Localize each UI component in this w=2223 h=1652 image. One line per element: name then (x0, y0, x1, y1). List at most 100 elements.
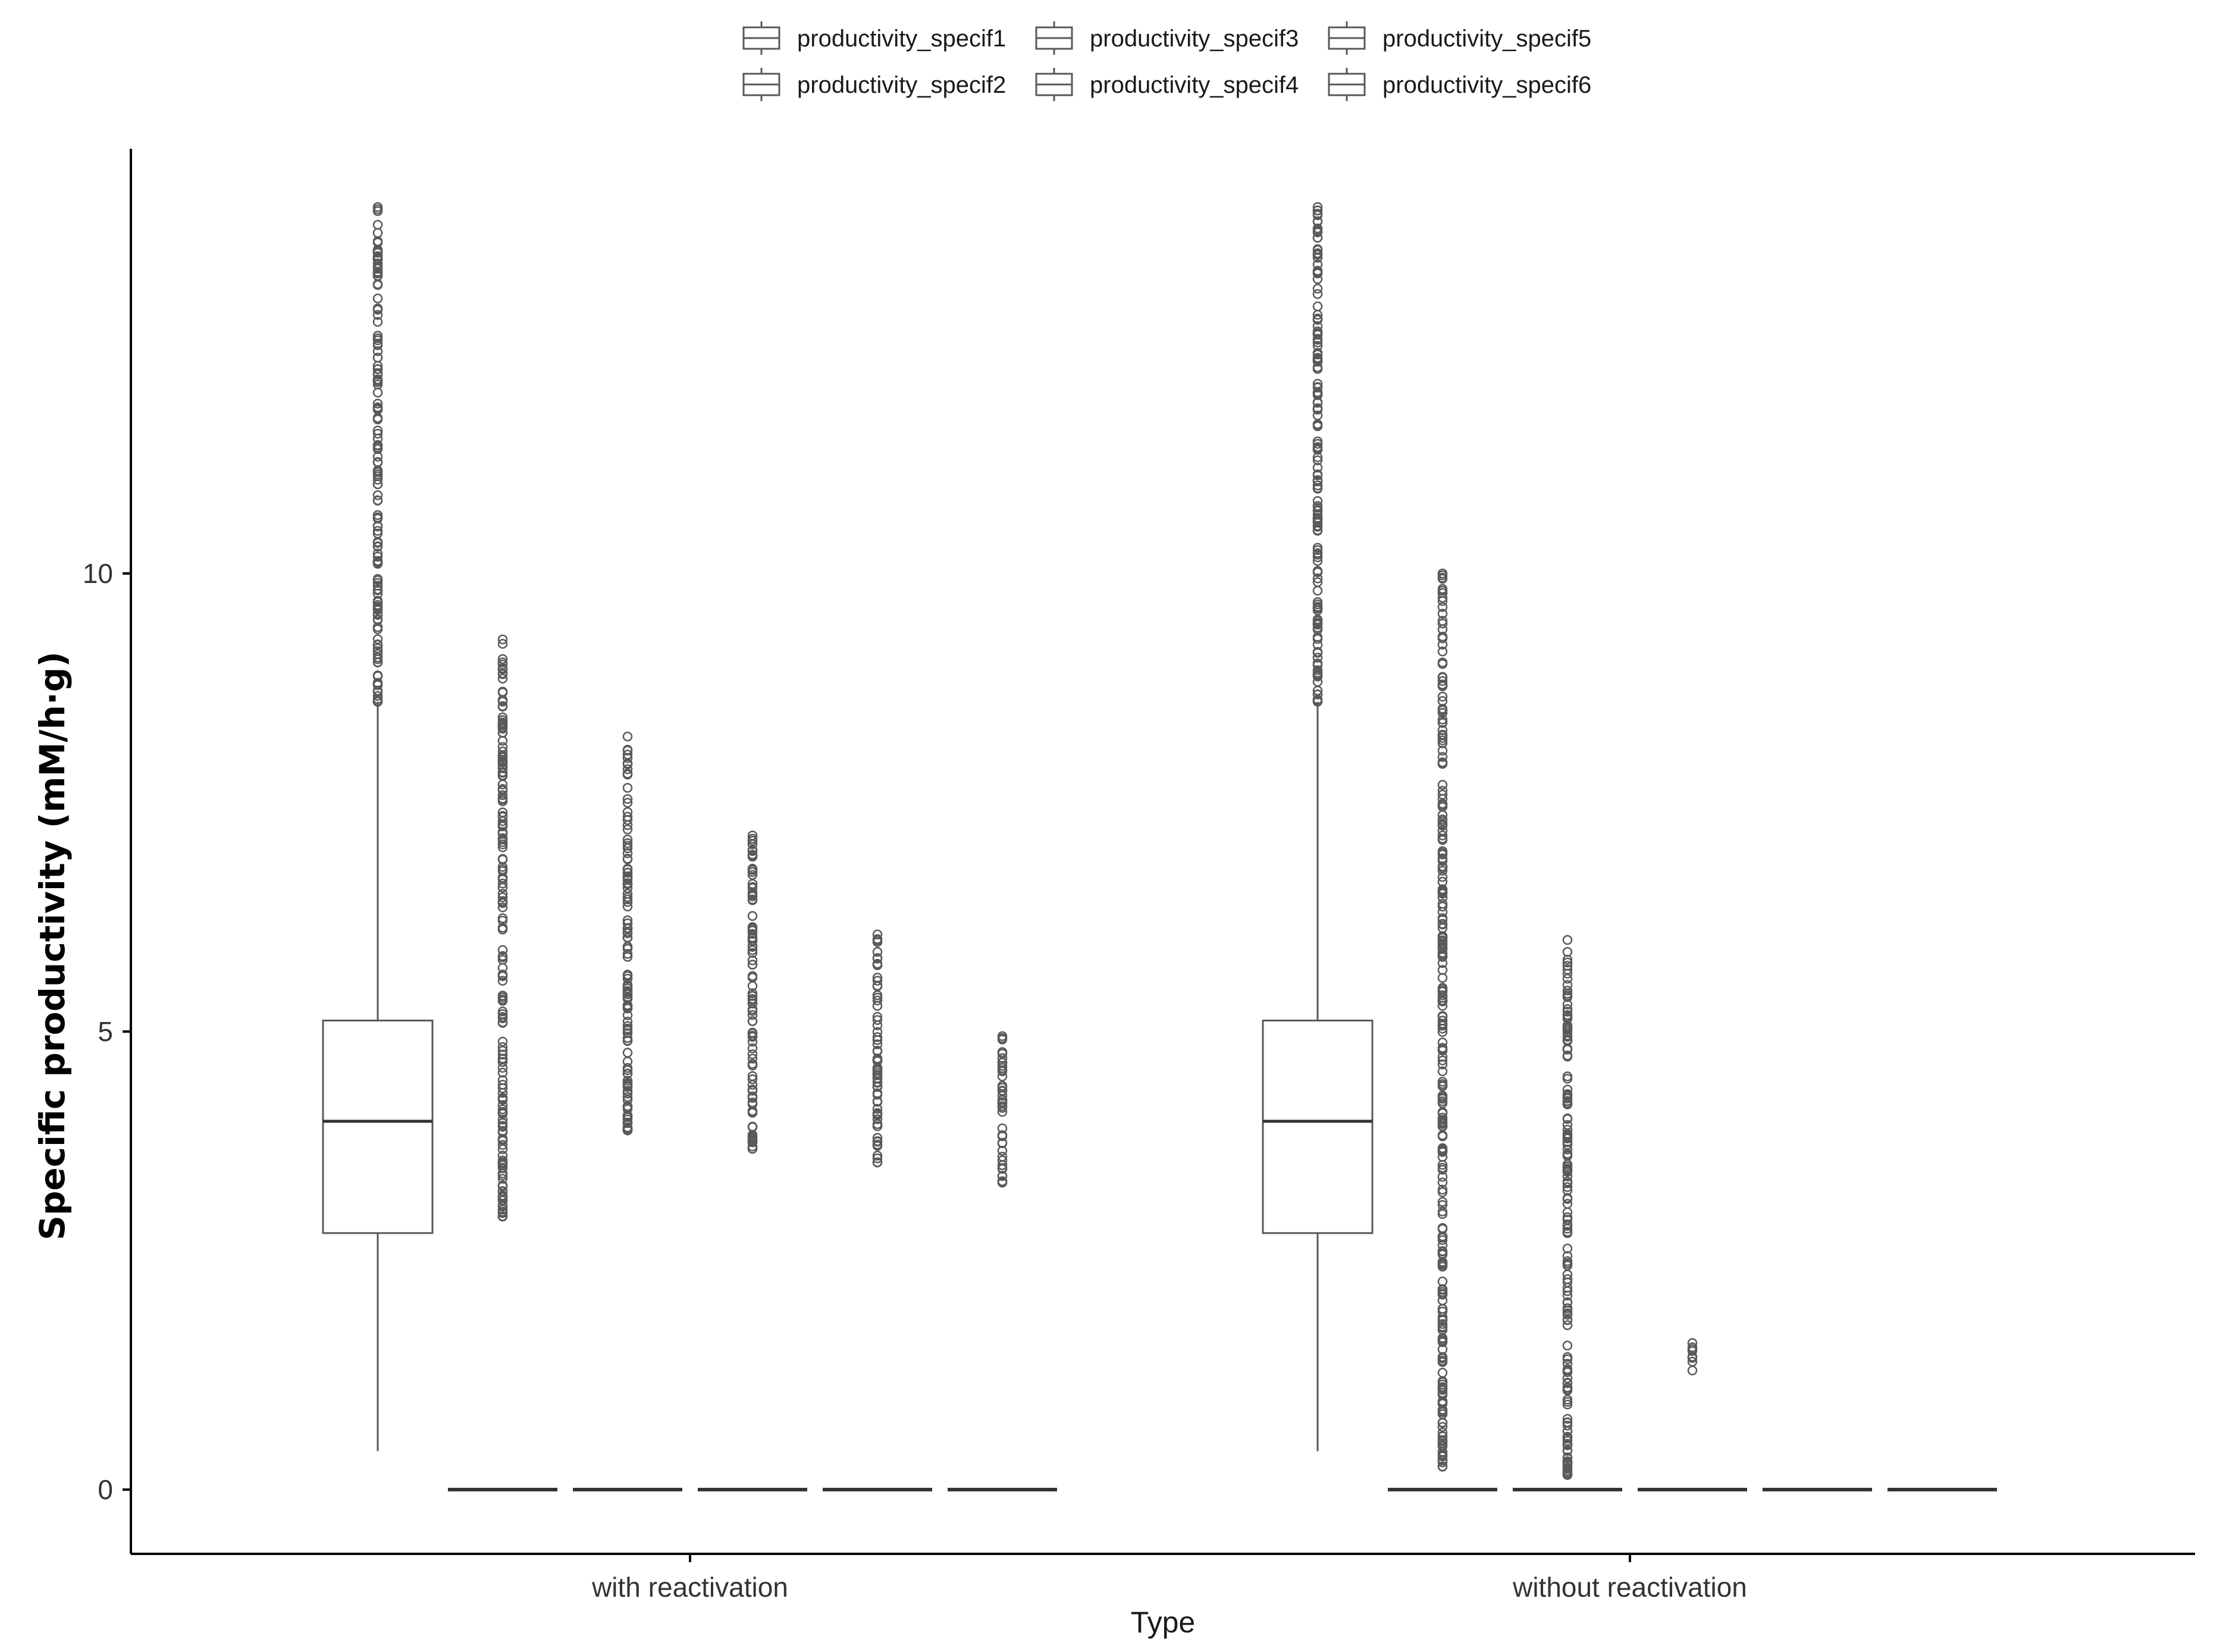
outlier-point (872, 1153, 883, 1164)
outlier-point (872, 1015, 883, 1025)
outlier-point (1437, 618, 1448, 629)
outlier-point (1562, 989, 1573, 999)
outlier-point (1312, 341, 1323, 351)
outlier-point (1312, 334, 1323, 344)
legend-key (1328, 68, 1366, 101)
outlier-point (747, 1004, 758, 1014)
outlier-point (372, 526, 383, 536)
outlier-point (497, 1049, 508, 1060)
outlier-point (1437, 616, 1448, 626)
outlier-point (1312, 403, 1323, 413)
outlier-point (1437, 830, 1448, 841)
outlier-point (1687, 1365, 1698, 1376)
outlier-point (372, 490, 383, 500)
outlier-point (497, 794, 508, 805)
outlier-point (1437, 733, 1448, 743)
outlier-point (872, 1077, 883, 1087)
outlier-point (1562, 1043, 1573, 1054)
outlier-point (1312, 455, 1323, 466)
outlier-point (997, 1071, 1008, 1082)
outlier-point (1437, 814, 1448, 825)
outlier-point (872, 934, 883, 944)
outlier-point (497, 723, 508, 734)
outlier-point (372, 479, 383, 490)
outlier-point (622, 1017, 633, 1027)
outlier-point (372, 465, 383, 476)
outlier-point (747, 911, 758, 921)
outlier-point (1437, 1418, 1448, 1428)
outlier-point (997, 1090, 1008, 1101)
outlier-point (622, 1110, 633, 1120)
outlier-point (1312, 496, 1323, 506)
outlier-point (1562, 964, 1573, 975)
outlier-point (1562, 1224, 1573, 1234)
outlier-point (1562, 1020, 1573, 1030)
outlier-point (747, 929, 758, 939)
box-productivity_specif4-with (698, 830, 807, 1491)
outlier-point (372, 685, 383, 696)
outlier-point (1312, 301, 1323, 312)
outlier-point (1312, 616, 1323, 626)
outlier-point (372, 425, 383, 435)
outlier-point (997, 1086, 1008, 1096)
outlier-point (747, 1036, 758, 1047)
outlier-point (1687, 1344, 1698, 1355)
outlier-point (497, 971, 508, 982)
outlier-point (497, 712, 508, 723)
outlier-point (1562, 1421, 1573, 1431)
outlier-point (1437, 855, 1448, 866)
x-axis-title: Type (1131, 1606, 1195, 1639)
outlier-point (1562, 1383, 1573, 1393)
outlier-point (1437, 1455, 1448, 1466)
outlier-point (1437, 1011, 1448, 1022)
outlier-point (622, 952, 633, 962)
outlier-point (497, 1195, 508, 1206)
outlier-point (497, 1057, 508, 1067)
outlier-point (497, 1140, 508, 1150)
outlier-point (997, 1081, 1008, 1091)
outlier-point (872, 1020, 883, 1030)
outlier-point (497, 1158, 508, 1169)
outlier-point (622, 923, 633, 933)
outlier-point (1562, 1182, 1573, 1192)
outlier-point (1312, 420, 1323, 431)
outlier-point (1437, 789, 1448, 800)
outlier-point (872, 1140, 883, 1151)
outlier-point (1562, 973, 1573, 984)
outlier-point (1437, 602, 1448, 612)
outlier-point (1562, 1432, 1573, 1443)
outlier-point (1562, 1367, 1573, 1377)
outlier-point (1437, 633, 1448, 644)
outlier-point (497, 639, 508, 649)
outlier-point (372, 402, 383, 412)
outlier-point (1562, 1131, 1573, 1142)
outlier-point (747, 960, 758, 970)
outlier-point (372, 361, 383, 371)
outlier-point (497, 1118, 508, 1128)
outlier-point (372, 452, 383, 462)
outlier-point (622, 794, 633, 804)
outlier-point (1312, 283, 1323, 294)
outlier-point (622, 949, 633, 959)
outlier-point (497, 1036, 508, 1047)
outlier-point (372, 280, 383, 290)
outlier-point (1437, 973, 1448, 983)
outlier-point (372, 387, 383, 398)
outlier-point (372, 615, 383, 625)
outlier-point (1437, 1461, 1448, 1472)
outlier-point (747, 1049, 758, 1059)
box-iqr (322, 1020, 434, 1234)
outlier-point (372, 551, 383, 562)
outlier-point (497, 976, 508, 986)
outlier-point (1437, 1290, 1448, 1300)
outlier-point (1312, 383, 1323, 393)
outlier-point (1312, 670, 1323, 680)
outlier-point (1437, 718, 1448, 728)
outlier-point (622, 879, 633, 889)
outlier-point (1562, 1114, 1573, 1124)
outlier-point (747, 981, 758, 991)
outlier-point (1312, 469, 1323, 479)
legend-item: productivity_specif4 (1035, 68, 1299, 101)
outlier-point (997, 1097, 1008, 1107)
outlier-point (1437, 572, 1448, 583)
